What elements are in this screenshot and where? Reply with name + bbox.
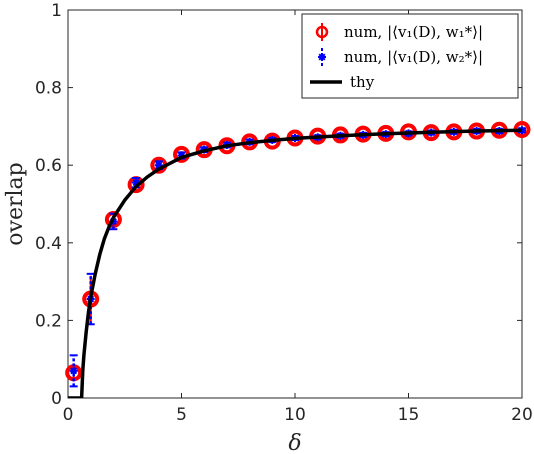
blue-point: [132, 178, 141, 187]
blue-point: [154, 161, 163, 170]
y-axis-label: overlap: [3, 162, 28, 245]
legend-label-red: num, |⟨v₁(D), w₁*⟩|: [344, 23, 483, 41]
y-tick-label: 0.6: [35, 156, 62, 176]
legend-blue-marker: [318, 53, 326, 61]
legend: num, |⟨v₁(D), w₁*⟩| num, |⟨v₁(D), w₂*⟩| th…: [301, 13, 519, 99]
y-tick-label: 0.2: [35, 311, 62, 331]
axis-ticks: 0 5 10 15 20 0 0.2 0.4 0.6 0.8 1: [35, 1, 533, 425]
x-tick-label: 10: [284, 405, 306, 425]
blue-point: [69, 366, 78, 375]
legend-label-thy: thy: [350, 73, 375, 91]
y-tick-label: 0.4: [35, 234, 62, 254]
x-axis-label: δ: [288, 431, 301, 454]
x-tick-label: 20: [511, 405, 533, 425]
y-tick-label: 0.8: [35, 79, 62, 99]
x-tick-label: 15: [398, 405, 420, 425]
legend-label-blue: num, |⟨v₁(D), w₂*⟩|: [344, 48, 483, 66]
x-tick-label: 0: [63, 405, 74, 425]
y-tick-label: 1: [51, 1, 62, 21]
legend-box: [301, 13, 519, 99]
x-tick-label: 5: [176, 405, 187, 425]
y-tick-label: 0: [51, 389, 62, 409]
legend-red-marker: [315, 25, 329, 39]
theory-line: [68, 128, 522, 398]
plot-area: [65, 121, 531, 398]
blue-point: [177, 151, 186, 160]
